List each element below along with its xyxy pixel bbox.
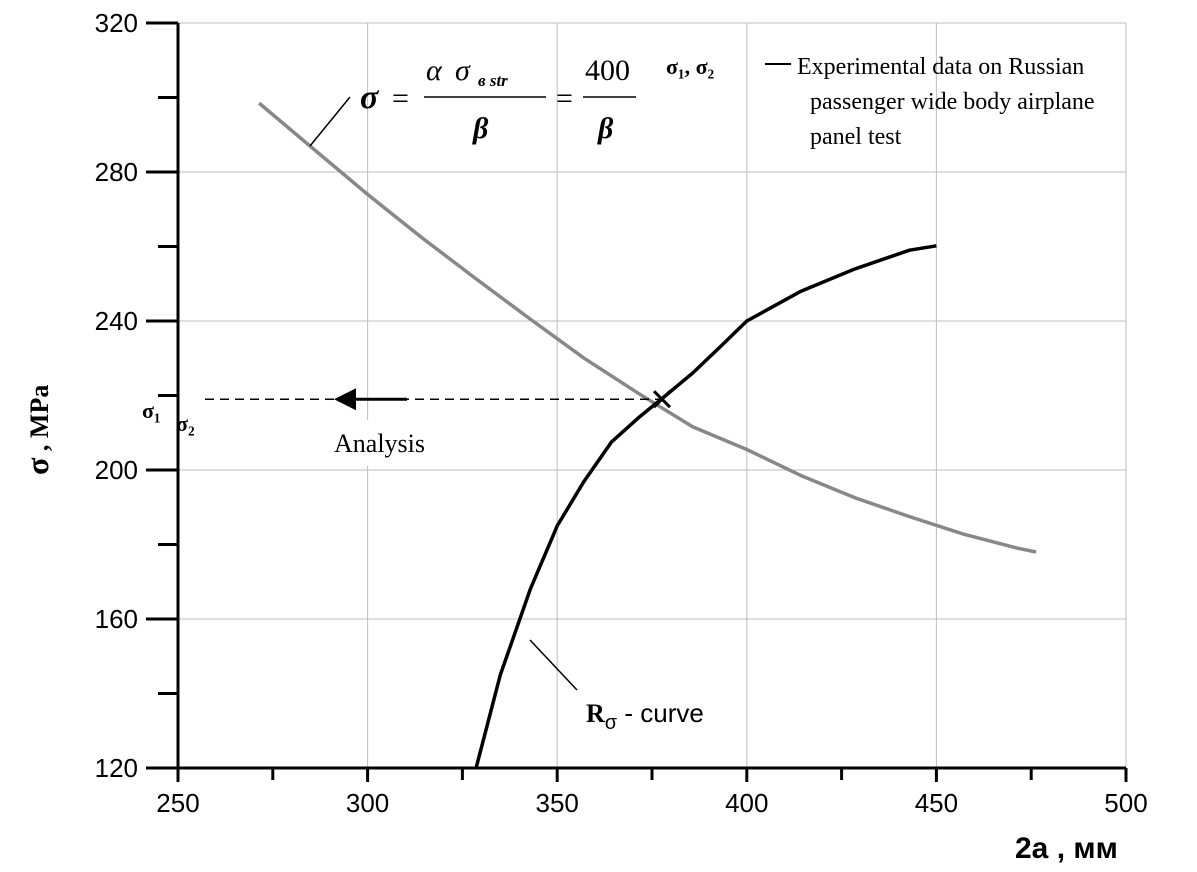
x-tick-label: 400 xyxy=(725,788,768,818)
y-tick-labels: 120 160 200 240 280 320 xyxy=(95,8,138,783)
axes xyxy=(146,21,1128,782)
y-tick-label: 120 xyxy=(95,753,138,783)
formula: σ = α σ в str β = 400 β xyxy=(360,54,636,145)
legend-line-1: Experimental data on Russian xyxy=(797,54,1084,80)
y-axis-title: σ , MPa xyxy=(19,385,55,475)
analysis-label-bg xyxy=(330,420,460,466)
formula-equals-1: = xyxy=(392,82,409,115)
formula-equals-2: = xyxy=(556,82,573,115)
y-tick-label: 320 xyxy=(95,8,138,38)
analysis-label: Analysis xyxy=(334,429,425,458)
x-tick-labels: 250 300 350 400 450 500 xyxy=(156,788,1147,818)
x-tick-label: 350 xyxy=(536,788,579,818)
x-tick-label: 250 xyxy=(156,788,199,818)
formula-400: 400 xyxy=(585,54,630,87)
formula-leader-line xyxy=(309,96,351,147)
y-tick-label: 160 xyxy=(95,604,138,634)
intersection-marker xyxy=(652,390,672,409)
stress-curve-line xyxy=(257,101,1037,554)
r-curve-label-text: - curve xyxy=(617,698,704,728)
y-axis-symbol: σ xyxy=(19,457,55,475)
x-tick-label: 450 xyxy=(915,788,958,818)
formula-sigma: σ xyxy=(455,54,471,87)
r-curve-label-sub: σ xyxy=(605,712,618,734)
formula-beta-2: β xyxy=(597,112,614,145)
x-tick-label: 500 xyxy=(1104,788,1147,818)
grid xyxy=(178,22,1127,768)
formula-sigma-subscript: в str xyxy=(478,71,508,90)
r-curve-label-R: R xyxy=(586,699,605,728)
legend-line-3: panel test xyxy=(810,124,902,150)
y-tick-label: 200 xyxy=(95,455,138,485)
r-curve-label: Rσ - curve xyxy=(586,698,704,734)
formula-alpha: α xyxy=(426,54,443,87)
y-tick-label: 240 xyxy=(95,306,138,336)
formula-lhs: σ xyxy=(360,79,380,116)
legend: σ₁, σ₂ Experimental data on Russian pass… xyxy=(666,54,1095,150)
legend-symbols: σ₁, σ₂ xyxy=(666,54,715,79)
legend-line-2: passenger wide body airplane xyxy=(810,89,1095,115)
formula-beta-1: β xyxy=(472,112,489,145)
analysis-arrow-head xyxy=(334,388,356,411)
sigma-1-label: σ₁ xyxy=(142,398,161,423)
rcurve-leader-line xyxy=(529,639,578,691)
y-tick-label: 280 xyxy=(95,157,138,187)
x-tick-label: 300 xyxy=(346,788,389,818)
r-sigma-curve-line xyxy=(474,244,937,769)
y-axis-unit: , MPa xyxy=(25,385,54,458)
sigma-2-label: σ₂ xyxy=(176,411,195,436)
x-axis-title: 2a , мм xyxy=(1015,832,1118,865)
